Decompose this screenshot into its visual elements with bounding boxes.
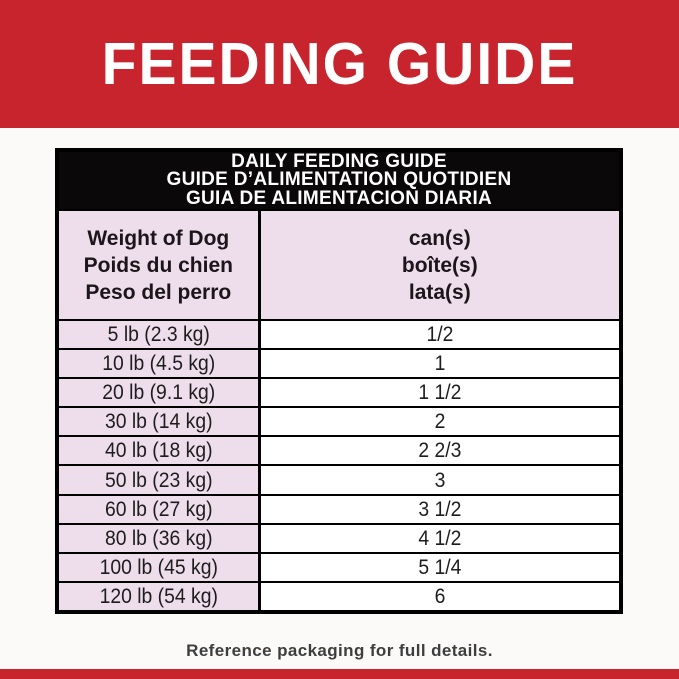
cans-value: 2 <box>434 409 446 434</box>
table-title-es: GUIA DE ALIMENTACION DIARIA <box>185 187 493 209</box>
weight-cell: 50 lb (23 kg) <box>59 466 261 494</box>
cans-column-header: can(s) boîte(s) lata(s) <box>261 211 619 319</box>
cans-value: 2 2/3 <box>418 438 462 463</box>
cans-cell: 2 2/3 <box>260 437 619 465</box>
table-row: 5 lb (2.3 kg) 1/2 <box>59 319 619 349</box>
table-row: 20 lb (9.1 kg) 1 1/2 <box>59 377 619 407</box>
weight-cell: 5 lb (2.3 kg) <box>59 321 261 349</box>
table-row: 30 lb (14 kg) 2 <box>59 406 619 436</box>
cans-value: 6 <box>434 583 446 608</box>
weight-cell: 40 lb (18 kg) <box>59 437 261 465</box>
feeding-table: DAILY FEEDING GUIDE GUIDE D’ALIMENTATION… <box>55 148 623 614</box>
weight-value: 100 lb (45 kg) <box>99 554 218 579</box>
weight-value: 20 lb (9.1 kg) <box>101 380 215 405</box>
cans-cell: 1/2 <box>260 321 619 349</box>
cans-cell: 3 <box>260 466 619 494</box>
weight-header-en: Weight of Dog <box>87 226 230 250</box>
weight-value: 30 lb (14 kg) <box>104 409 213 434</box>
table-title-fr: GUIDE D’ALIMENTATION QUOTIDIEN <box>166 169 512 191</box>
banner-title: FEEDING GUIDE <box>101 30 578 98</box>
table-row: 10 lb (4.5 kg) 1 <box>59 348 619 378</box>
weight-cell: 10 lb (4.5 kg) <box>59 350 261 378</box>
cans-value: 4 1/2 <box>418 525 462 550</box>
cans-value: 1 1/2 <box>418 380 462 405</box>
table-title-en: DAILY FEEDING GUIDE <box>231 150 447 172</box>
table-row: 50 lb (23 kg) 3 <box>59 464 619 494</box>
table-row: 120 lb (54 kg) 6 <box>59 580 619 610</box>
cans-value: 5 1/4 <box>418 554 462 579</box>
weight-value: 120 lb (54 kg) <box>99 583 218 608</box>
weight-header-fr: Poids du chien <box>83 253 233 277</box>
weight-value: 5 lb (2.3 kg) <box>107 322 210 347</box>
weight-cell: 60 lb (27 kg) <box>59 495 261 523</box>
cans-value: 3 1/2 <box>418 496 462 521</box>
weight-cell: 100 lb (45 kg) <box>59 553 261 581</box>
cans-header-fr: boîte(s) <box>401 253 478 277</box>
cans-cell: 4 1/2 <box>260 524 619 552</box>
weight-value: 80 lb (36 kg) <box>104 525 213 550</box>
weight-value: 40 lb (18 kg) <box>104 438 213 463</box>
cans-header-es: lata(s) <box>408 280 471 304</box>
table-rows: 5 lb (2.3 kg) 1/2 10 lb (4.5 kg) 1 20 lb (9.… <box>59 319 619 610</box>
cans-cell: 1 1/2 <box>260 379 619 407</box>
feeding-guide-banner: FEEDING GUIDE <box>0 0 679 128</box>
footer-note: Reference packaging for full details. <box>186 641 493 660</box>
table-row: 60 lb (27 kg) 3 1/2 <box>59 493 619 523</box>
table-row: 80 lb (36 kg) 4 1/2 <box>59 522 619 552</box>
cans-value: 3 <box>434 467 446 492</box>
weight-cell: 80 lb (36 kg) <box>59 524 261 552</box>
cans-cell: 1 <box>260 350 619 378</box>
weight-header-es: Peso del perro <box>85 280 232 304</box>
weight-value: 10 lb (4.5 kg) <box>101 351 215 376</box>
weight-cell: 120 lb (54 kg) <box>59 582 261 610</box>
cans-value: 1/2 <box>426 322 454 347</box>
weight-column-header: Weight of Dog Poids du chien Peso del pe… <box>59 211 261 319</box>
weight-value: 50 lb (23 kg) <box>104 467 213 492</box>
weight-value: 60 lb (27 kg) <box>104 496 213 521</box>
cans-value: 1 <box>434 351 446 376</box>
cans-cell: 6 <box>260 582 619 610</box>
cans-cell: 5 1/4 <box>260 553 619 581</box>
table-title-band: DAILY FEEDING GUIDE GUIDE D’ALIMENTATION… <box>59 152 619 209</box>
table-header-row: Weight of Dog Poids du chien Peso del pe… <box>59 209 619 319</box>
weight-cell: 20 lb (9.1 kg) <box>59 379 261 407</box>
cans-cell: 3 1/2 <box>260 495 619 523</box>
weight-cell: 30 lb (14 kg) <box>59 408 261 436</box>
table-row: 100 lb (45 kg) 5 1/4 <box>59 551 619 581</box>
bottom-red-strip <box>0 669 679 679</box>
table-row: 40 lb (18 kg) 2 2/3 <box>59 435 619 465</box>
cans-cell: 2 <box>260 408 619 436</box>
cans-header-en: can(s) <box>408 226 471 250</box>
